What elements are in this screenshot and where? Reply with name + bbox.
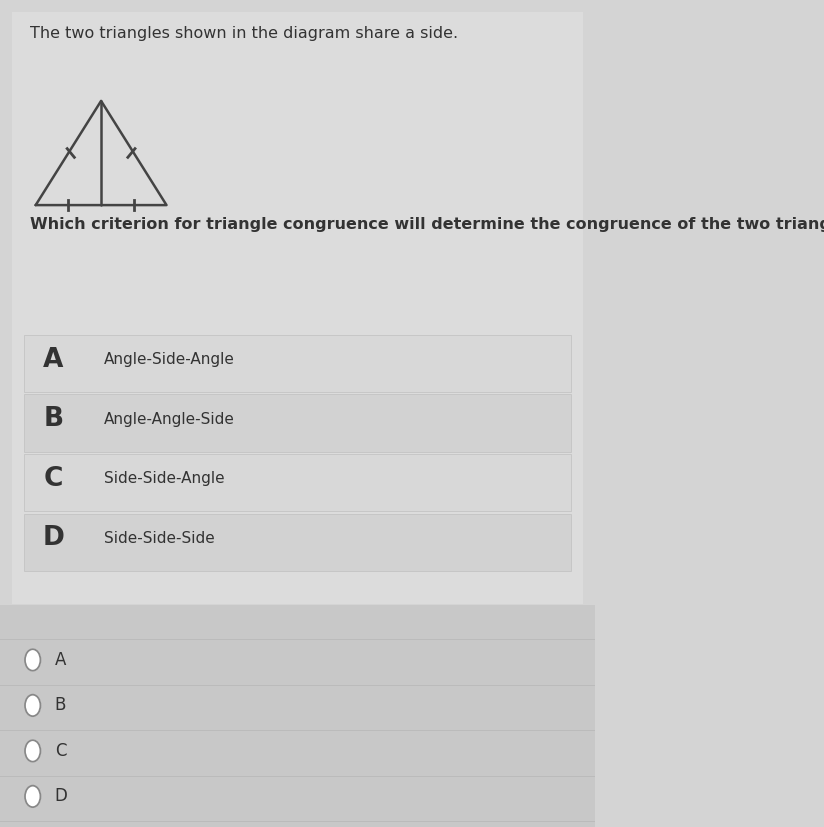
Text: Side-Side-Angle: Side-Side-Angle (104, 471, 225, 486)
Circle shape (25, 695, 40, 716)
FancyBboxPatch shape (24, 514, 571, 571)
Text: D: D (54, 787, 68, 805)
FancyBboxPatch shape (0, 605, 595, 827)
Text: The two triangles shown in the diagram share a side.: The two triangles shown in the diagram s… (30, 26, 458, 41)
Text: A: A (54, 651, 66, 669)
Text: Angle-Angle-Side: Angle-Angle-Side (104, 412, 235, 427)
Circle shape (25, 649, 40, 671)
FancyBboxPatch shape (12, 12, 583, 604)
Text: B: B (44, 406, 63, 433)
FancyBboxPatch shape (24, 394, 571, 452)
FancyBboxPatch shape (24, 454, 571, 511)
Circle shape (25, 740, 40, 762)
Text: D: D (43, 525, 64, 552)
Text: Side-Side-Side: Side-Side-Side (104, 531, 215, 546)
Text: Angle-Side-Angle: Angle-Side-Angle (104, 352, 235, 367)
Text: C: C (44, 466, 63, 492)
Circle shape (25, 786, 40, 807)
FancyBboxPatch shape (24, 335, 571, 392)
Text: C: C (54, 742, 66, 760)
Text: Which criterion for triangle congruence will determine the congruence of the two: Which criterion for triangle congruence … (30, 217, 824, 232)
Text: B: B (54, 696, 66, 715)
Text: A: A (44, 347, 63, 373)
